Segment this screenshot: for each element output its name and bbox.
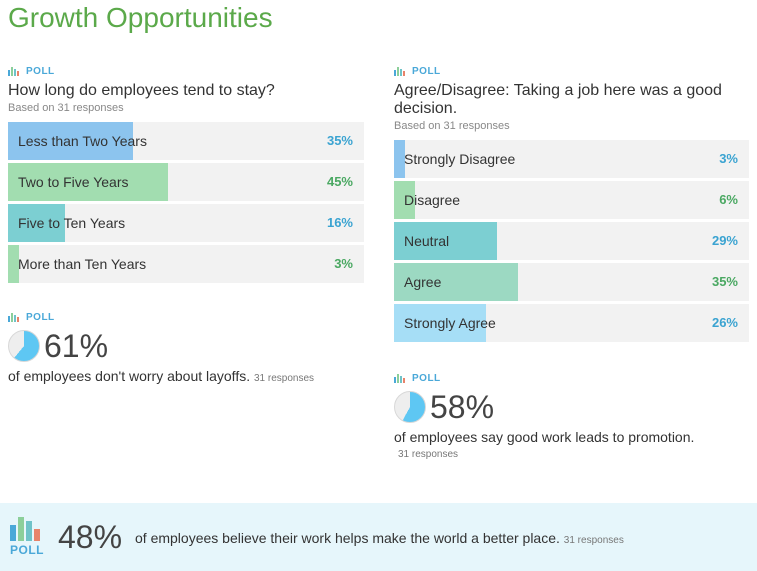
bar-chart-icon <box>8 312 20 322</box>
bar-fill <box>394 181 416 219</box>
option-label: Agree <box>404 274 442 290</box>
poll-tag-label: POLL <box>412 65 441 77</box>
bar-fill <box>8 204 65 242</box>
bar-fill <box>394 140 405 178</box>
decision-poll: POLL Agree/Disagree: Taking a job here w… <box>394 64 749 345</box>
pie-chart-icon <box>394 391 426 423</box>
option-label: Strongly Disagree <box>404 151 516 167</box>
poll-option: Five to Ten Years 16% <box>8 204 364 242</box>
poll-tag: POLL <box>8 64 364 78</box>
poll-option: More than Ten Years 3% <box>8 245 364 283</box>
page-title: Growth Opportunities <box>8 2 273 33</box>
option-percent: 16% <box>326 215 353 230</box>
option-label: More than Ten Years <box>18 256 147 272</box>
poll-question: Agree/Disagree: Taking a job here was a … <box>394 82 722 117</box>
poll-tag-label: POLL <box>10 543 44 557</box>
option-percent: 29% <box>711 233 738 248</box>
poll-badge: POLL <box>10 517 46 557</box>
bar-chart-icon <box>394 373 406 383</box>
option-label: Disagree <box>404 192 461 208</box>
stat-percent: 58% <box>430 389 495 425</box>
option-percent: 35% <box>326 133 353 148</box>
poll-tag-label: POLL <box>26 65 55 77</box>
poll-option: Two to Five Years 45% <box>8 163 364 201</box>
bar-fill <box>394 263 519 301</box>
stat-text: of employees don't worry about layoffs. <box>8 368 251 384</box>
poll-option: Neutral 29% <box>394 222 749 260</box>
response-count: 31 responses <box>254 373 315 384</box>
option-percent: 35% <box>711 274 738 289</box>
bar-fill <box>8 245 19 283</box>
option-percent: 45% <box>326 174 353 189</box>
bar-fill <box>8 122 133 160</box>
stat-percent: 48% <box>58 519 123 555</box>
poll-tag: POLL <box>394 64 749 78</box>
world-better-banner: POLL 48% of employees believe their work… <box>0 503 757 571</box>
poll-question: How long do employees tend to stay? <box>8 82 275 99</box>
poll-basis: Based on 31 responses <box>394 120 510 132</box>
option-label: Strongly Agree <box>404 315 496 331</box>
poll-options: Less than Two Years 35% Two to Five Year… <box>8 122 364 283</box>
pie-chart-icon <box>8 330 40 362</box>
poll-option: Less than Two Years 35% <box>8 122 364 160</box>
poll-option: Strongly Agree 26% <box>394 304 749 342</box>
bar-chart-icon <box>394 66 406 76</box>
poll-option: Strongly Disagree 3% <box>394 140 749 178</box>
option-percent: 3% <box>719 151 738 166</box>
response-count: 31 responses <box>563 535 624 546</box>
bar-fill <box>394 304 487 342</box>
option-label: Less than Two Years <box>18 133 147 149</box>
bar-chart-icon <box>8 66 20 76</box>
option-label: Five to Ten Years <box>18 215 126 231</box>
poll-option: Agree 35% <box>394 263 749 301</box>
promotion-stat: POLL 58% of employees say good work lead… <box>394 371 694 460</box>
option-percent: 26% <box>711 315 738 330</box>
poll-option: Disagree 6% <box>394 181 749 219</box>
bar-fill <box>8 163 169 201</box>
poll-tag-label: POLL <box>412 372 441 384</box>
response-count: 31 responses <box>398 449 459 460</box>
poll-tag: POLL <box>394 371 694 385</box>
poll-options: Strongly Disagree 3% Disagree 6% Neutral… <box>394 140 749 342</box>
option-label: Two to Five Years <box>18 174 129 190</box>
poll-tag: POLL <box>8 310 314 324</box>
poll-tag-label: POLL <box>26 311 55 323</box>
stat-text: of employees say good work leads to prom… <box>394 429 695 445</box>
bar-fill <box>394 222 497 260</box>
layoffs-stat: POLL 61% of employees don't worry about … <box>8 310 314 384</box>
bar-chart-icon <box>10 517 46 541</box>
option-percent: 3% <box>334 256 353 271</box>
option-percent: 6% <box>719 192 738 207</box>
stat-percent: 61% <box>44 328 109 364</box>
tenure-poll: POLL How long do employees tend to stay?… <box>8 64 364 286</box>
option-label: Neutral <box>404 233 450 249</box>
stat-text: of employees believe their work helps ma… <box>135 530 560 546</box>
poll-basis: Based on 31 responses <box>8 102 124 114</box>
